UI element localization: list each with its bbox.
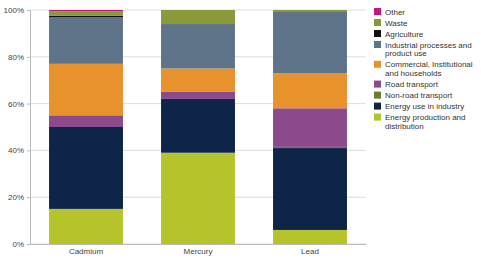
bar-segment — [49, 127, 123, 209]
bar-segment — [273, 148, 347, 230]
legend-item: Commercial, Institutionaland households — [374, 60, 473, 78]
legend-item: Non-road transport — [374, 91, 453, 100]
grid — [30, 10, 366, 244]
legend-label: Energy production anddistribution — [385, 113, 466, 131]
series — [49, 10, 123, 11]
tick-label: Cadmium — [69, 247, 104, 256]
tick: 0% — [12, 240, 30, 249]
tick: Mercury — [184, 247, 213, 256]
legend-label: Commercial, Institutionaland households — [385, 60, 473, 78]
bar-segment — [161, 24, 235, 68]
tick: Lead — [301, 247, 319, 256]
x-axis: Cadmium Mercury Lead — [31, 245, 367, 257]
legend-swatch — [374, 114, 381, 121]
tick-mark — [27, 10, 30, 11]
series — [49, 16, 123, 17]
bar-segment — [273, 147, 347, 148]
tick-label: 40% — [8, 146, 24, 155]
tick-mark — [27, 104, 30, 105]
bar-segment — [49, 17, 123, 64]
legend-item: Industrial processes andproduct use — [374, 41, 472, 59]
tick-mark — [27, 244, 30, 245]
legend-swatch — [374, 92, 381, 99]
legend-label: Waste — [385, 19, 408, 28]
tick-label: 60% — [8, 100, 24, 109]
axis-line — [31, 244, 367, 245]
series — [49, 99, 347, 230]
tick-label: 20% — [8, 193, 24, 202]
bar-segment — [273, 230, 347, 244]
bar-segment — [161, 153, 235, 244]
bar-segment — [161, 99, 235, 153]
bar-segment — [273, 108, 347, 147]
tick: 40% — [8, 146, 30, 155]
legend-label: Non-road transport — [385, 91, 453, 100]
legend-label: Industrial processes andproduct use — [385, 41, 472, 59]
tick-mark — [27, 150, 30, 151]
bar-segment — [161, 10, 235, 24]
legend-item: Agriculture — [374, 30, 424, 39]
legend-item: Road transport — [374, 80, 439, 89]
tick: Cadmium — [69, 247, 104, 256]
bar-segment — [273, 11, 347, 12]
tick-label: 0% — [12, 240, 24, 249]
bar-segment — [273, 11, 347, 73]
tick-label: 80% — [8, 53, 24, 62]
legend-label: Road transport — [385, 80, 439, 89]
legend-swatch — [374, 41, 381, 48]
tick: 60% — [8, 100, 30, 109]
tick: 100% — [4, 6, 30, 15]
legend-item: Waste — [374, 19, 408, 28]
chart: 0% 20% 40% 60% 80% 100% Cadmium Mercury Lead Othe… — [0, 0, 481, 262]
bar-segment — [49, 115, 123, 127]
bar-segment — [273, 10, 347, 11]
legend-label: Other — [385, 8, 405, 17]
bar-segment — [49, 10, 123, 11]
tick-mark — [27, 197, 30, 198]
legend-item: Energy production anddistribution — [374, 113, 466, 131]
tick-label: 100% — [4, 6, 24, 15]
bar-segment — [161, 92, 235, 99]
legend-swatch — [374, 30, 381, 37]
legend-label: Agriculture — [385, 30, 424, 39]
bar-segment — [49, 16, 123, 17]
bar-segment — [161, 69, 235, 92]
legend-swatch — [374, 61, 381, 68]
tick: 20% — [8, 193, 30, 202]
tick-mark — [27, 57, 30, 58]
bar-segment — [273, 10, 347, 11]
legend-swatch — [374, 81, 381, 88]
series — [273, 147, 347, 148]
bar-segment — [49, 11, 123, 16]
legend-item: Energy use in industry — [374, 102, 464, 111]
bars — [49, 10, 347, 244]
legend-swatch — [374, 8, 381, 15]
tick-label: Mercury — [184, 247, 213, 256]
legend-label: Energy use in industry — [385, 102, 464, 111]
legend-swatch — [374, 103, 381, 110]
bar-segment — [49, 64, 123, 115]
legend: Other Waste Agriculture Industrial processe… — [374, 8, 473, 131]
bar-segment — [49, 209, 123, 244]
bar-segment — [273, 73, 347, 108]
legend-item: Other — [374, 8, 405, 17]
y-axis: 0% 20% 40% 60% 80% 100% — [4, 6, 31, 249]
legend-swatch — [374, 19, 381, 26]
bar-segment — [161, 10, 235, 11]
series — [49, 10, 347, 24]
tick-label: Lead — [301, 247, 319, 256]
axis-line — [27, 11, 31, 245]
tick: 80% — [8, 53, 30, 62]
